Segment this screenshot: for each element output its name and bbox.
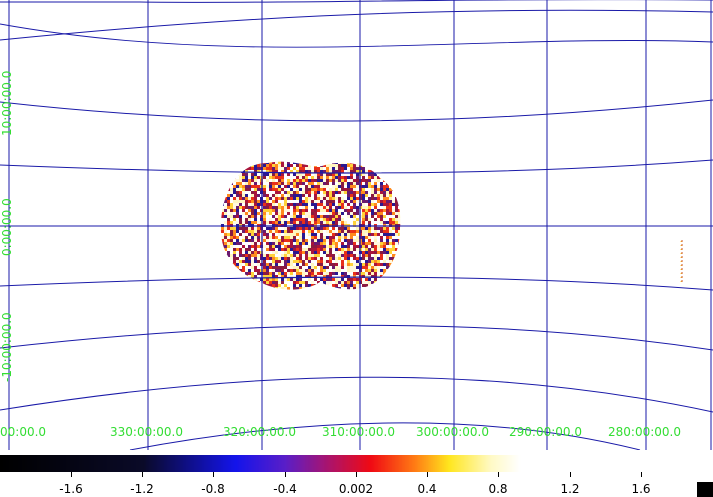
- ra-label: 310:00:00.0: [322, 425, 395, 439]
- dec-label: 0:00:00.0: [0, 198, 14, 256]
- dec-label: 10:00:00.0: [0, 71, 14, 136]
- colorbar-label: -0.4: [273, 482, 297, 496]
- ra-label: 00:00.0: [0, 425, 46, 439]
- ra-label: 280:00:00.0: [608, 425, 681, 439]
- grid-dec-line: [0, 9, 713, 41]
- grid-dec-line: [0, 23, 713, 48]
- colorbar-label: 0.4: [417, 482, 437, 496]
- ra-label: 290:00:00.0: [509, 425, 582, 439]
- ra-label: 300:00:00.0: [416, 425, 489, 439]
- colorbar-gradient[interactable]: [0, 455, 713, 472]
- colorbar-label: -1.2: [130, 482, 154, 496]
- colorbar-tick: [641, 472, 642, 477]
- grid-dec-line: [129, 422, 641, 450]
- grid-dec-line: [0, 324, 713, 351]
- ra-label: 330:00:00.0: [110, 425, 183, 439]
- colorbar-label: 1.6: [631, 482, 651, 496]
- colorbar[interactable]: -1.6 -1.2 -0.8 -0.4 0.002 0.4 0.8 1.2 1.…: [0, 453, 713, 497]
- colorbar-label: -1.6: [59, 482, 83, 496]
- colorbar-tick: [142, 472, 143, 477]
- colorbar-tick: [498, 472, 499, 477]
- colorbar-label: -0.8: [201, 482, 225, 496]
- ra-label: 320:00:00.0: [223, 425, 296, 439]
- dec-label: -10:00:00.0: [0, 312, 14, 382]
- colorbar-label: 0.8: [488, 482, 508, 496]
- artifact-streak: [680, 240, 683, 284]
- colorbar-end-swatch: [697, 482, 713, 497]
- colorbar-label: 0.002: [338, 482, 374, 496]
- sky-image-region: [220, 161, 401, 290]
- colorbar-tick: [285, 472, 286, 477]
- colorbar-tick: [570, 472, 571, 477]
- grid-dec-line: [0, 0, 713, 3]
- colorbar-tick: [71, 472, 72, 477]
- grid-dec-line: [0, 99, 713, 122]
- image-viewer-canvas[interactable]: 00:00.0 330:00:00.0 320:00:00.0 310:00:0…: [0, 0, 713, 450]
- coordinate-grid: 00:00.0 330:00:00.0 320:00:00.0 310:00:0…: [0, 0, 713, 450]
- colorbar-tick: [213, 472, 214, 477]
- colorbar-tick: [427, 472, 428, 477]
- grid-dec-line: [0, 376, 713, 413]
- colorbar-tick: [356, 472, 357, 477]
- colorbar-label: 1.2: [560, 482, 580, 496]
